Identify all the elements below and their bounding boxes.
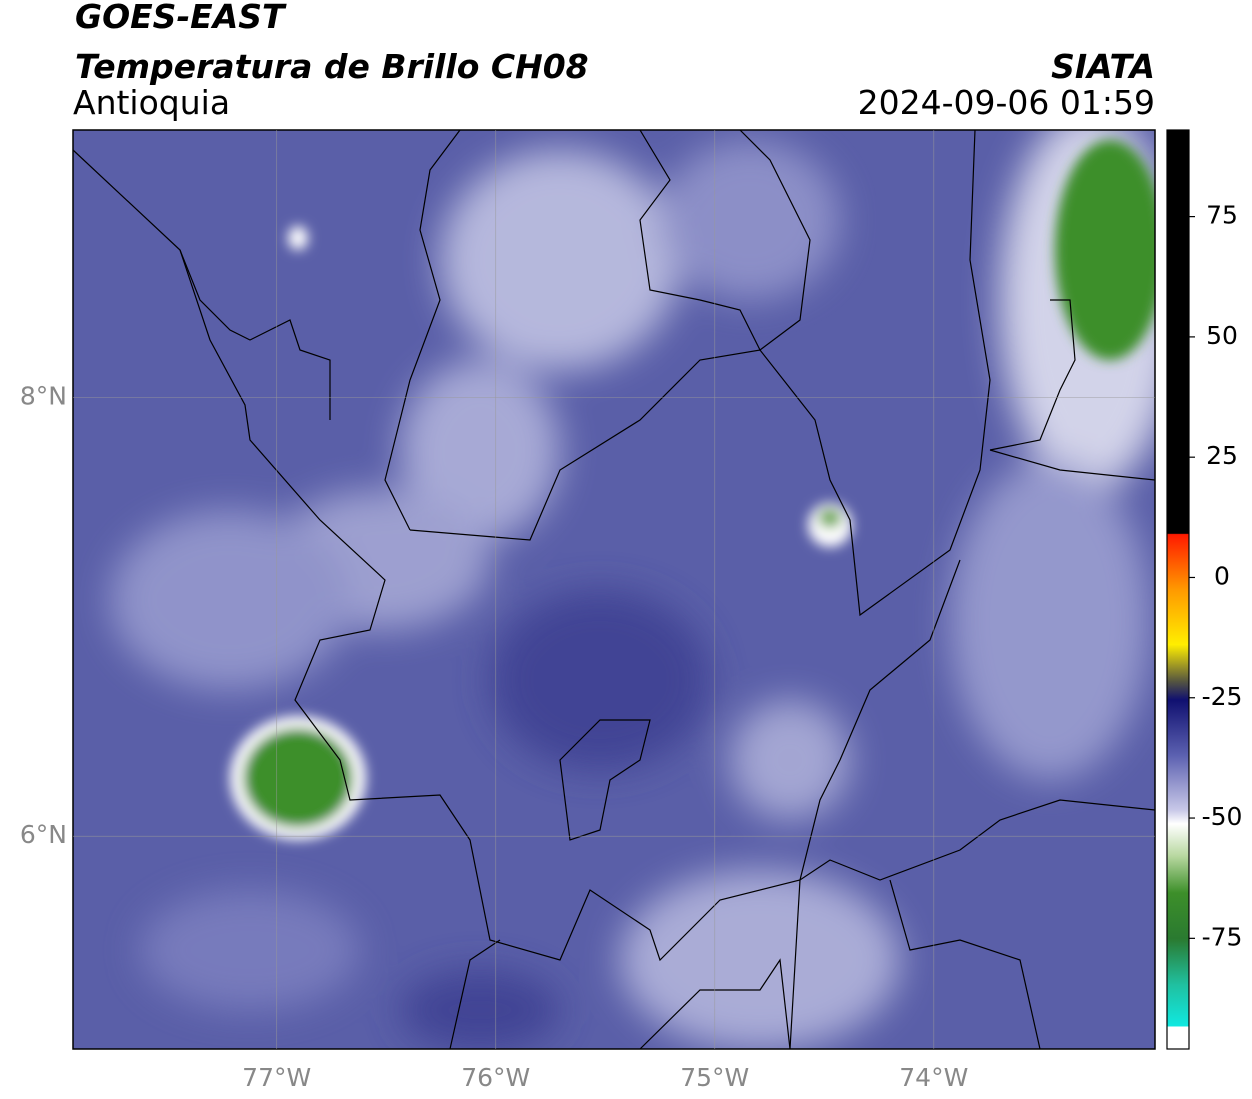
subtitle: Temperatura de Brillo CH08 bbox=[75, 47, 589, 86]
satellite-image bbox=[73, 130, 1155, 1049]
datetime: 2024-09-06 01:59 bbox=[858, 83, 1155, 122]
colorbar-tick-label: -75 bbox=[1202, 922, 1243, 951]
x-tick-label: 77°W bbox=[242, 1063, 311, 1092]
colorbar-tick-label: 25 bbox=[1206, 441, 1238, 470]
region: Antioquia bbox=[73, 83, 230, 122]
map-frame bbox=[72, 129, 1156, 1050]
colorbar-tick-label: 50 bbox=[1206, 321, 1238, 350]
colorbar-tick-label: 75 bbox=[1206, 201, 1238, 230]
x-tick-label: 76°W bbox=[461, 1063, 530, 1092]
colorbar-tick-label: 0 bbox=[1214, 561, 1230, 590]
colorbar bbox=[1166, 129, 1190, 1050]
source: SIATA bbox=[1051, 47, 1155, 86]
y-tick-label: 6°N bbox=[20, 820, 67, 849]
colorbar-tick-label: -25 bbox=[1202, 682, 1243, 711]
title: GOES-EAST bbox=[75, 0, 287, 36]
y-tick-label: 8°N bbox=[20, 382, 67, 411]
x-tick-label: 75°W bbox=[680, 1063, 749, 1092]
x-tick-label: 74°W bbox=[899, 1063, 968, 1092]
borders bbox=[73, 130, 1155, 1049]
colorbar-tick-label: -50 bbox=[1202, 802, 1243, 831]
